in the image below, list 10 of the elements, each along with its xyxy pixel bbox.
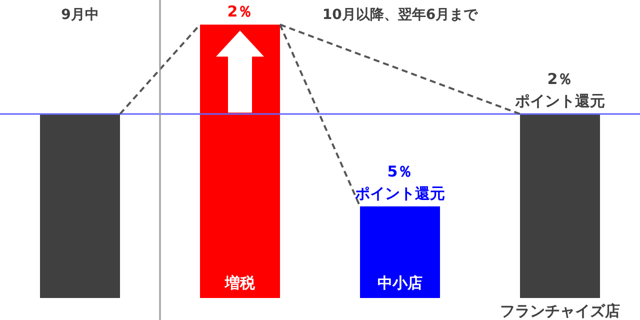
annotation: 5％ [387,162,413,180]
text: 9月中 [60,6,100,24]
annotation: ポイント還元 [354,184,445,202]
x-tick-label: 中小店 [378,274,422,292]
x-tick-label: 増税 [224,274,256,292]
annotation: 2％ [547,70,573,88]
x-tick-label: フランチャイズ店 [500,302,620,320]
annotation: 2％ [227,2,253,21]
text: 10月以降、翌年6月まで [322,7,478,23]
annotation: ポイント還元 [514,92,605,110]
